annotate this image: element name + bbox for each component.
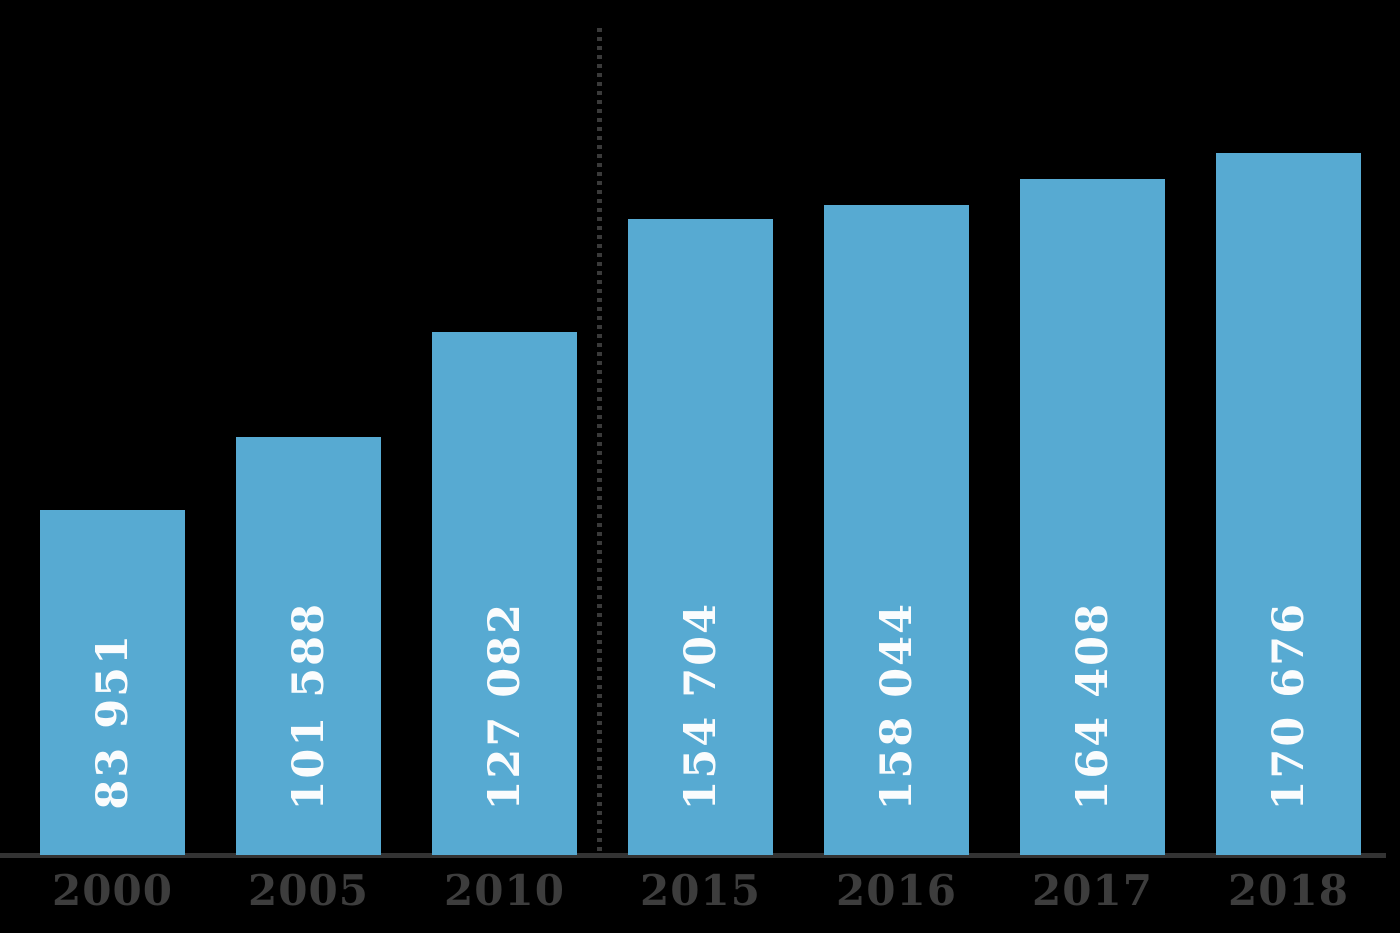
bar-2005: 101 588	[236, 437, 381, 855]
x-axis-label-2000: 2000	[52, 866, 173, 915]
bar-2010: 127 082	[432, 332, 577, 855]
bar-value-label: 154 704	[675, 601, 726, 811]
dotted-separator-line	[597, 28, 602, 855]
x-axis-label-2015: 2015	[640, 866, 761, 915]
bar-value-label: 101 588	[283, 601, 334, 811]
bar-2016: 158 044	[824, 205, 969, 855]
x-axis-label-2018: 2018	[1228, 866, 1349, 915]
bar-value-label: 158 044	[871, 601, 922, 811]
bar-2000: 83 951	[40, 510, 185, 855]
x-axis-line	[0, 853, 1386, 858]
x-axis-label-2010: 2010	[444, 866, 565, 915]
bar-value-label: 83 951	[87, 633, 138, 810]
x-axis-label-2005: 2005	[248, 866, 369, 915]
x-axis-label-2017: 2017	[1032, 866, 1153, 915]
bar-value-label: 170 676	[1263, 601, 1314, 811]
bar-2018: 170 676	[1216, 153, 1361, 855]
bar-2017: 164 408	[1020, 179, 1165, 855]
bar-value-label: 164 408	[1067, 601, 1118, 811]
bar-value-label: 127 082	[479, 601, 530, 811]
x-axis-label-2016: 2016	[836, 866, 957, 915]
bar-2015: 154 704	[628, 219, 773, 855]
